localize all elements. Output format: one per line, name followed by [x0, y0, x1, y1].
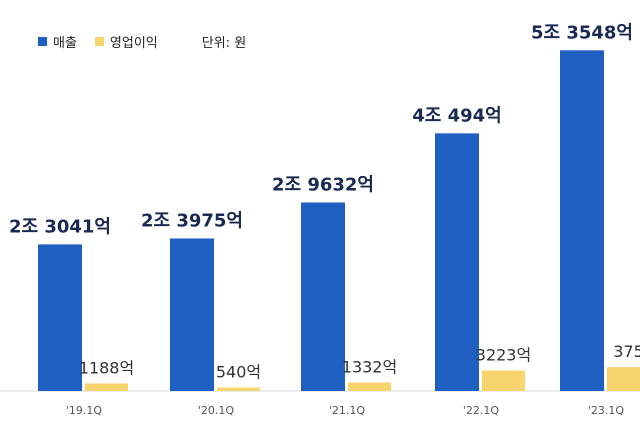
unit-label: 단위: 원 [201, 36, 247, 51]
bar-revenue [560, 50, 604, 391]
bar-revenue [301, 202, 345, 391]
data-label-operating-profit: 1332억 [342, 358, 397, 377]
legend-label-revenue: 매출 [53, 36, 77, 51]
x-tick-label: '21.1Q [329, 404, 366, 417]
data-label-operating-profit: 3223억 [476, 345, 531, 364]
legend-item-revenue: 매출 [38, 32, 77, 51]
data-label-revenue: 5조 3548억 [531, 22, 633, 43]
legend-swatch-revenue [38, 37, 47, 46]
data-label-operating-profit: 375 [613, 342, 640, 361]
x-tick-label: '19.1Q [66, 404, 103, 417]
legend: 매출 영업이익 단위: 원 [38, 32, 246, 51]
legend-item-operating-profit: 영업이익 [94, 32, 158, 51]
bar-revenue [38, 244, 82, 391]
data-label-revenue: 4조 494억 [412, 105, 501, 126]
bar-operating-profit [85, 383, 128, 391]
bar-operating-profit [607, 367, 640, 391]
x-tick-label: '22.1Q [463, 404, 500, 417]
data-label-revenue: 2조 3041억 [9, 216, 111, 237]
data-label-revenue: 2조 9632억 [272, 174, 374, 195]
data-label-operating-profit: 540억 [216, 363, 261, 382]
data-label-operating-profit: 1188억 [79, 358, 134, 377]
bar-operating-profit [217, 387, 260, 391]
data-label-revenue: 2조 3975억 [141, 210, 243, 231]
legend-swatch-operating-profit [94, 37, 104, 46]
x-tick-label: '23.1Q [588, 404, 625, 417]
x-tick-label: '20.1Q [198, 404, 235, 417]
legend-label-operating-profit: 영업이익 [109, 36, 158, 51]
bar-operating-profit [482, 370, 525, 391]
bar-revenue [435, 133, 479, 391]
bar-operating-profit [348, 382, 391, 391]
bar-revenue [170, 238, 214, 391]
